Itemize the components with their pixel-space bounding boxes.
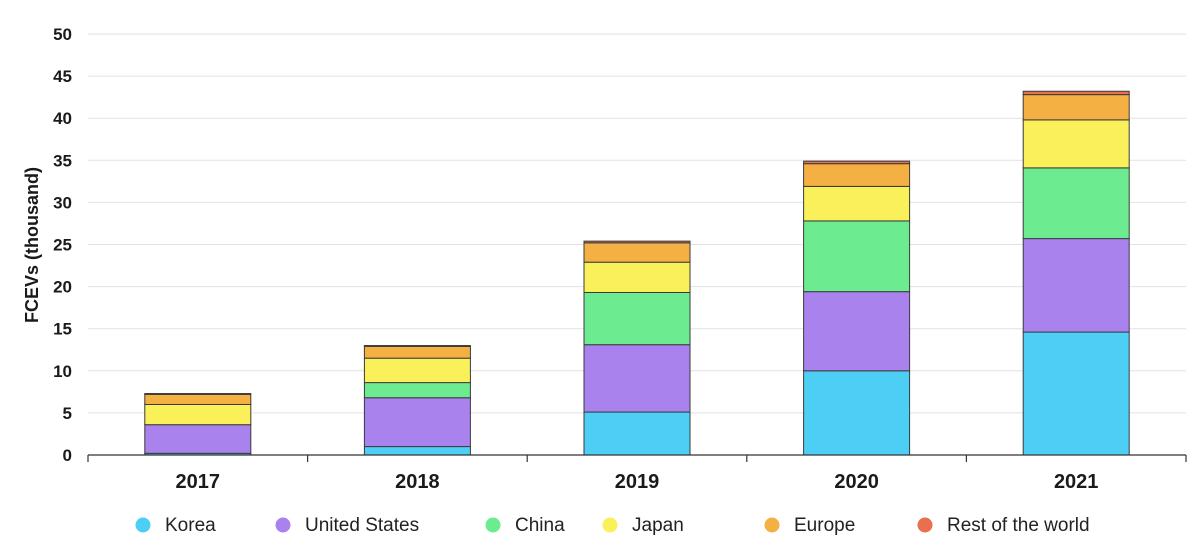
bar-segment-europe [803, 163, 911, 187]
bar-segment-europe [144, 393, 252, 405]
bar-segment-japan [803, 185, 911, 222]
bar-segment-united-states [144, 424, 252, 454]
bar-segment-korea [803, 370, 911, 456]
y-tick-labels: 0 5 10 15 20 25 30 35 40 45 50 [53, 25, 72, 465]
bar-segment-japan [363, 357, 471, 384]
bar-stack-2020 [803, 160, 911, 456]
x-tick-label: 2020 [834, 471, 879, 493]
legend-label: Korea [165, 515, 216, 536]
bar-stack-2021 [1022, 90, 1130, 456]
legend-swatch [602, 517, 618, 533]
y-tick-label: 20 [53, 278, 72, 297]
bar-segment-japan [144, 403, 252, 426]
bar-segment-europe [363, 345, 471, 359]
bar-segment-korea [363, 446, 471, 456]
legend-swatch [485, 517, 501, 533]
legend: Korea United States China Japan Europe Rest o… [135, 515, 1090, 536]
legend-swatch [135, 517, 151, 533]
bar-segment-united-states [1022, 238, 1130, 333]
bars [144, 90, 1130, 456]
bar-segment-japan [1022, 119, 1130, 169]
x-tick-labels: 2017 2018 2019 2020 2021 [176, 471, 1099, 493]
bar-segment-rest-of-the-world [1022, 90, 1130, 96]
bar-stack-2019 [583, 240, 691, 456]
bar-segment-japan [583, 261, 691, 293]
bar-segment-korea [1022, 331, 1130, 456]
y-tick-label: 45 [53, 67, 72, 86]
x-tick-label: 2019 [615, 471, 660, 493]
y-tick-label: 10 [53, 362, 72, 381]
y-tick-label: 40 [53, 109, 72, 128]
bar-segment-rest-of-the-world [803, 160, 911, 165]
x-tick-label: 2017 [176, 471, 221, 493]
legend-label: Europe [794, 515, 855, 536]
y-tick-label: 35 [53, 151, 72, 170]
bar-segment-europe [583, 242, 691, 263]
y-axis-title: FCEVs (thousand) [22, 167, 42, 323]
legend-item: Rest of the world [917, 515, 1090, 536]
bar-segment-rest-of-the-world [363, 345, 471, 347]
x-tick-label: 2021 [1054, 471, 1099, 493]
y-tick-label: 5 [63, 404, 72, 423]
y-tick-label: 25 [53, 236, 72, 255]
bar-stack-2017 [144, 393, 252, 456]
legend-label: Rest of the world [947, 515, 1090, 536]
y-tick-label: 30 [53, 193, 72, 212]
legend-label: China [515, 515, 565, 536]
bar-segment-china [803, 220, 911, 293]
legend-item: Japan [602, 515, 684, 536]
bar-segment-europe [1022, 94, 1130, 121]
bar-segment-china [583, 291, 691, 346]
legend-item: China [485, 515, 565, 536]
legend-swatch [917, 517, 933, 533]
bar-segment-china [363, 382, 471, 399]
bar-segment-rest-of-the-world [144, 393, 252, 395]
y-tick-label: 50 [53, 25, 72, 44]
legend-item: Europe [764, 515, 855, 536]
bar-segment-korea [583, 411, 691, 456]
bar-segment-united-states [803, 291, 911, 372]
legend-swatch [275, 517, 291, 533]
bar-stack-2018 [363, 345, 471, 456]
y-tick-label: 0 [63, 446, 72, 465]
bar-segment-united-states [363, 397, 471, 448]
axes [87, 454, 1187, 462]
y-tick-label: 15 [53, 320, 72, 339]
x-tick-label: 2018 [395, 471, 440, 493]
bar-segment-china [1022, 167, 1130, 240]
bar-segment-rest-of-the-world [583, 240, 691, 244]
legend-label: Japan [632, 515, 684, 536]
legend-label: United States [305, 515, 419, 536]
legend-item: Korea [135, 515, 216, 536]
bar-segment-united-states [583, 344, 691, 413]
legend-swatch [764, 517, 780, 533]
legend-item: United States [275, 515, 419, 536]
